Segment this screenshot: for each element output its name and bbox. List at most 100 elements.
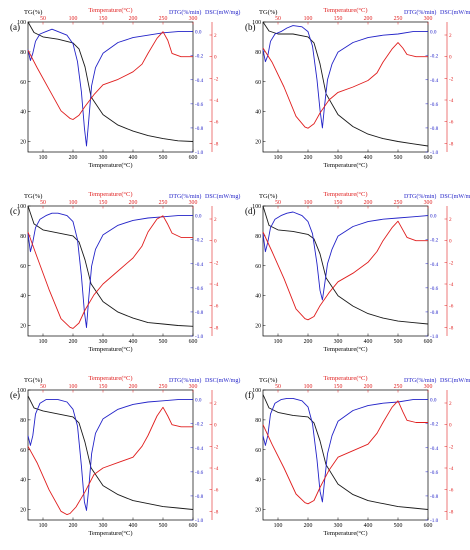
dsc-tick-label: -2 xyxy=(449,444,454,450)
dtg-tick-label: -0.8 xyxy=(430,494,439,500)
dtg-tick-label: -0.4 xyxy=(430,78,439,84)
dsc-tick-label: 0 xyxy=(214,423,217,429)
dsc-curve xyxy=(262,42,428,129)
panel-label: (b) xyxy=(245,22,256,32)
dtg-curve xyxy=(27,212,193,329)
tg-curve xyxy=(262,205,429,325)
tg-tick-label: 20 xyxy=(255,324,261,330)
x-tick-label: 600 xyxy=(189,155,198,161)
x2-tick-label: 250 xyxy=(394,200,403,206)
dsc-tick-label: 0 xyxy=(449,55,452,61)
x-tick-label: 300 xyxy=(99,339,108,345)
dsc-tick-label: -8 xyxy=(214,141,219,147)
x2-tick-label: 250 xyxy=(159,200,168,206)
dsc-tick-label: -8 xyxy=(449,509,454,515)
x-tick-label: 300 xyxy=(334,523,343,529)
dtg-axis-label: DTG(%/min) xyxy=(404,377,436,384)
x2-tick-label: 50 xyxy=(275,200,281,206)
tg-tick-label: 40 xyxy=(20,110,26,116)
x2-tick-label: 150 xyxy=(99,384,108,390)
x2-tick-label: 250 xyxy=(394,16,403,22)
x-tick-label: 400 xyxy=(129,155,138,161)
x2-tick-label: 200 xyxy=(364,16,373,22)
tg-tick-label: 60 xyxy=(255,448,261,454)
dtg-tick-label: -0.8 xyxy=(430,126,439,132)
dsc-tick-label: -6 xyxy=(449,304,454,310)
x-tick-label: 400 xyxy=(129,523,138,529)
x-tick-label: 300 xyxy=(99,523,108,529)
x2-tick-label: 250 xyxy=(159,16,168,22)
x2-tick-label: 300 xyxy=(424,16,433,22)
x2-tick-label: 100 xyxy=(69,384,78,390)
dsc-tick-label: 0 xyxy=(214,55,217,61)
tg-axis-label: TG(%) xyxy=(24,193,42,200)
x-axis-label: Temperature(°C) xyxy=(323,530,367,537)
dtg-axis-label: DTG(%/min) xyxy=(169,193,201,200)
dsc-tick-label: -8 xyxy=(214,509,219,515)
tg-tick-label: 60 xyxy=(255,80,261,86)
dsc-tick-label: -2 xyxy=(214,260,219,266)
x2-tick-label: 300 xyxy=(189,16,198,22)
dtg-curve xyxy=(27,399,193,511)
tg-tick-label: 40 xyxy=(20,294,26,300)
dsc-tick-label: 0 xyxy=(449,423,452,429)
x-tick-label: 100 xyxy=(274,339,283,345)
tg-tick-label: 100 xyxy=(252,20,261,26)
x2-tick-label: 200 xyxy=(364,384,373,390)
dtg-tick-label: -1.0 xyxy=(430,150,439,156)
plot-frame xyxy=(262,21,429,153)
dsc-tick-label: -8 xyxy=(449,325,454,331)
x-axis-label: Temperature(°C) xyxy=(323,162,367,169)
dtg-tick-label: -0.8 xyxy=(430,310,439,316)
tg-axis-label: TG(%) xyxy=(259,9,277,16)
tg-tick-label: 20 xyxy=(20,508,26,514)
x-tick-label: 400 xyxy=(129,339,138,345)
dtg-tick-label: -0.2 xyxy=(195,54,204,60)
dsc-curve xyxy=(262,220,428,321)
x-tick-label: 100 xyxy=(274,155,283,161)
tg-axis-label: TG(%) xyxy=(259,377,277,384)
x-tick-label: 200 xyxy=(69,523,78,529)
dtg-tick-label: -0.6 xyxy=(195,102,204,108)
x-axis-label: Temperature(°C) xyxy=(88,530,132,537)
x2-tick-label: 100 xyxy=(69,200,78,206)
dtg-tick-label: -0.2 xyxy=(430,238,439,244)
dtg-tick-label: -1.0 xyxy=(430,518,439,524)
dsc-tick-label: -6 xyxy=(449,488,454,494)
x-tick-label: 300 xyxy=(334,155,343,161)
plot-frame xyxy=(27,21,194,153)
dsc-tick-label: -2 xyxy=(214,444,219,450)
tg-tick-label: 100 xyxy=(252,388,261,394)
dsc-tick-label: -2 xyxy=(449,260,454,266)
dsc-tick-label: 2 xyxy=(214,401,217,407)
x-tick-label: 600 xyxy=(424,523,433,529)
x2-tick-label: 300 xyxy=(189,384,198,390)
tg-tick-label: 20 xyxy=(255,508,261,514)
dtg-tick-label: 0.0 xyxy=(195,214,202,220)
x2-tick-label: 200 xyxy=(129,16,138,22)
x2-tick-label: 100 xyxy=(304,384,313,390)
dsc-tick-label: 2 xyxy=(449,401,452,407)
tg-tick-label: 40 xyxy=(20,478,26,484)
dtg-curve xyxy=(262,211,429,301)
x2-tick-label: 250 xyxy=(159,384,168,390)
dsc-tick-label: 2 xyxy=(214,217,217,223)
tg-tick-label: 60 xyxy=(20,264,26,270)
dsc-curve xyxy=(27,406,193,516)
tg-curve xyxy=(262,21,429,147)
dtg-tick-label: -0.4 xyxy=(430,262,439,268)
dtg-tick-label: -0.4 xyxy=(195,78,204,84)
x-axis-label: Temperature(°C) xyxy=(88,346,132,353)
x-tick-label: 200 xyxy=(304,155,313,161)
x-tick-label: 400 xyxy=(364,155,373,161)
tg-tick-label: 20 xyxy=(20,140,26,146)
dsc-tick-label: 2 xyxy=(214,33,217,39)
panel-label: (e) xyxy=(10,390,20,400)
x-tick-label: 300 xyxy=(334,339,343,345)
dsc-tick-label: -2 xyxy=(449,76,454,82)
dsc-tick-label: 2 xyxy=(449,33,452,39)
tg-tick-label: 60 xyxy=(255,264,261,270)
